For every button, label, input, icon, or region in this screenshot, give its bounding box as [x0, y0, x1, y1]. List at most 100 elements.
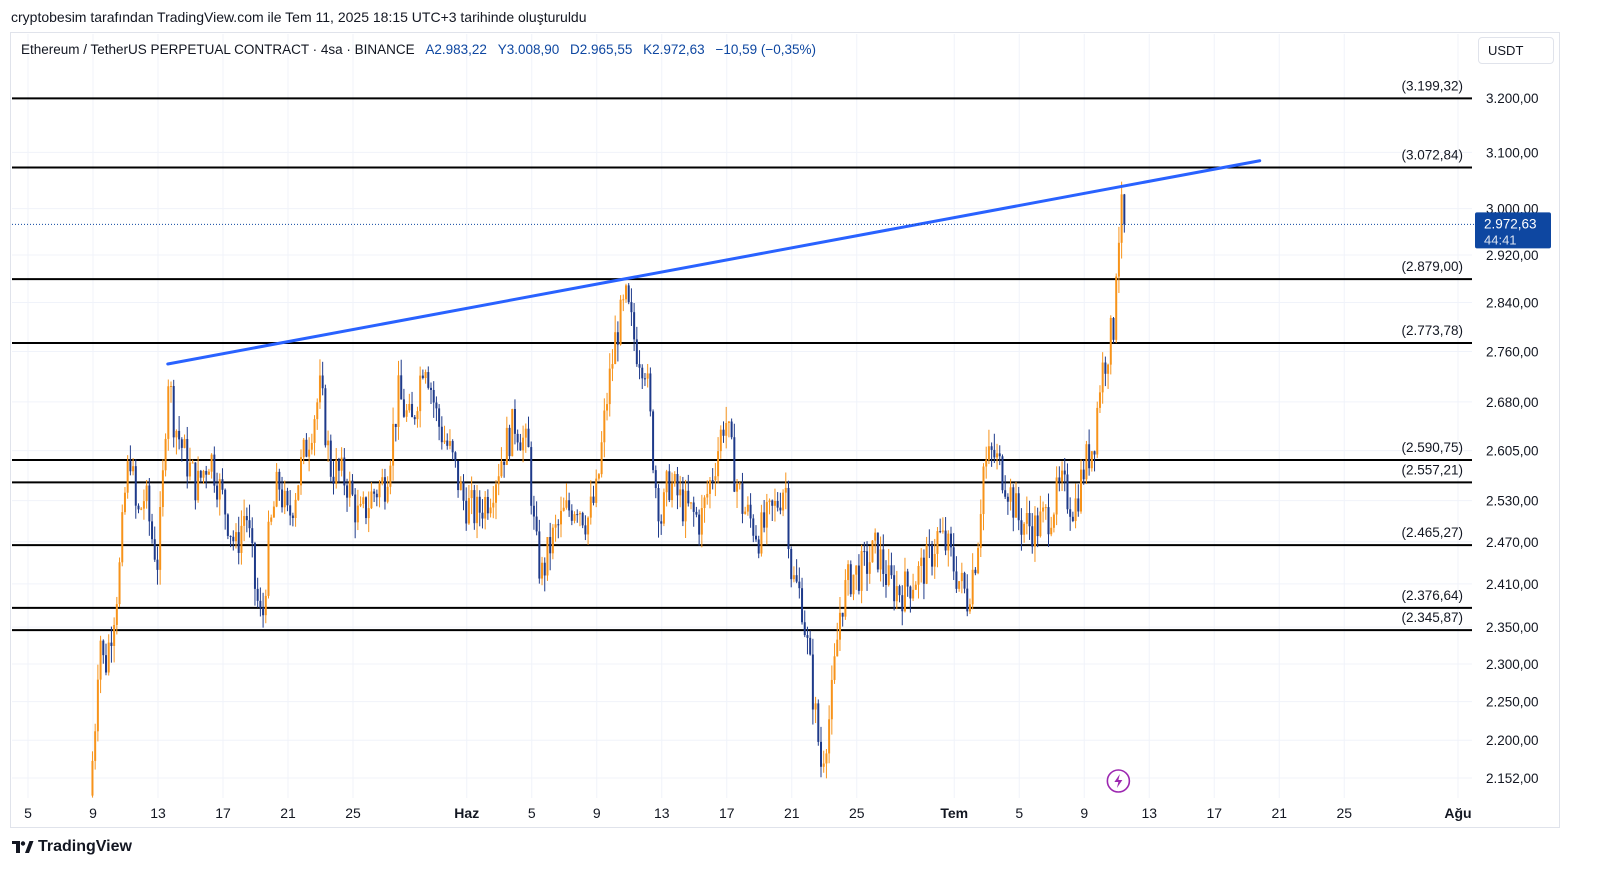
- grid-lines: [12, 34, 1472, 798]
- candle-down: [1077, 498, 1080, 512]
- candle-down: [627, 285, 630, 303]
- candle-up: [719, 429, 722, 452]
- candle-up: [825, 753, 828, 764]
- candle-up: [589, 496, 592, 518]
- candle-up: [443, 440, 446, 443]
- candle-down: [321, 375, 324, 389]
- candle-down: [752, 518, 755, 536]
- candle-up: [717, 451, 720, 477]
- candle-up: [386, 486, 389, 502]
- candle-down: [952, 547, 955, 572]
- candle-down: [194, 462, 197, 501]
- candle-down: [1066, 474, 1069, 510]
- candle-up: [1107, 364, 1110, 374]
- candle-down: [809, 637, 812, 655]
- candle-down: [1104, 362, 1107, 374]
- current-price-label: 2.972,63: [1484, 216, 1537, 231]
- candle-up: [895, 586, 898, 602]
- candle-up: [860, 551, 863, 591]
- candle-up: [917, 565, 920, 585]
- candle-down: [557, 524, 560, 526]
- candle-down: [1006, 496, 1009, 502]
- candle-down: [1036, 515, 1039, 537]
- candle-up: [958, 581, 961, 589]
- candle-down: [803, 622, 806, 636]
- candle-up: [679, 489, 682, 496]
- candle-up: [792, 575, 795, 580]
- x-tick-label: Ağu: [1444, 805, 1471, 821]
- price-chart[interactable]: (3.199,32) (3.072,84) (2.879,00) (2.773,78)…: [0, 0, 1560, 830]
- x-tick-label: 9: [1080, 805, 1088, 821]
- candle-down: [779, 507, 782, 511]
- footer-brand[interactable]: TradingView: [12, 838, 132, 856]
- candle-up: [546, 537, 549, 576]
- candle-up: [524, 428, 527, 438]
- candle-up: [272, 506, 275, 518]
- symbol-title[interactable]: Ethereum / TetherUS PERPETUAL CONTRACT ·…: [21, 42, 415, 57]
- candle-up: [941, 530, 944, 532]
- trendline[interactable]: [166, 159, 1262, 366]
- candle-up: [126, 461, 129, 493]
- candle-down: [402, 399, 405, 417]
- candle-up: [879, 549, 882, 570]
- currency-button[interactable]: USDT: [1478, 37, 1554, 64]
- candle-up: [1025, 513, 1028, 524]
- trendline-layer[interactable]: [166, 159, 1262, 366]
- candle-up: [123, 492, 126, 513]
- candle-down: [156, 559, 159, 570]
- candles: [91, 181, 1126, 798]
- candle-up: [760, 512, 763, 554]
- candle-down: [798, 581, 801, 589]
- candle-down: [427, 372, 430, 388]
- candle-up: [746, 504, 749, 512]
- candle-down: [411, 403, 414, 418]
- candle-down: [730, 421, 733, 438]
- candle-down: [543, 562, 546, 576]
- candle-up: [784, 487, 787, 493]
- flash-icon[interactable]: [1106, 769, 1131, 793]
- candle-down: [1020, 520, 1023, 535]
- candle-up: [424, 372, 427, 379]
- level-label: (2.590,75): [1401, 440, 1463, 455]
- candle-up: [968, 604, 971, 612]
- candle-down: [413, 417, 416, 420]
- candle-down: [922, 557, 925, 584]
- candle-up: [977, 547, 980, 574]
- candle-down: [882, 549, 885, 574]
- candle-down: [801, 588, 804, 623]
- candle-up: [500, 461, 503, 477]
- candle-down: [105, 655, 107, 673]
- candle-up: [142, 501, 145, 509]
- candle-down: [527, 428, 530, 448]
- event-markers[interactable]: [1106, 769, 1131, 793]
- candle-up: [773, 500, 776, 506]
- candle-up: [852, 574, 855, 595]
- candle-down: [180, 439, 183, 448]
- candle-up: [551, 527, 554, 554]
- candle-up: [94, 731, 97, 761]
- candle-down: [711, 480, 714, 482]
- y-tick-label: 2.605,00: [1486, 444, 1539, 459]
- candle-down: [963, 572, 966, 589]
- candle-down: [876, 532, 879, 570]
- candle-down: [641, 367, 644, 379]
- candle-down: [584, 525, 587, 535]
- candle-down: [652, 411, 655, 471]
- candle-down: [516, 433, 519, 443]
- candle-up: [1042, 507, 1045, 512]
- candle-down: [1069, 509, 1072, 517]
- candle-up: [210, 454, 213, 472]
- candle-down: [757, 539, 760, 554]
- candle-down: [473, 490, 476, 524]
- y-tick-label: 2.840,00: [1486, 296, 1539, 311]
- candle-down: [681, 489, 684, 522]
- candle-up: [484, 496, 487, 519]
- chart-creation-note: cryptobesim tarafından TradingView.com i…: [11, 9, 587, 25]
- candle-down: [755, 535, 757, 540]
- symbol-info[interactable]: Ethereum / TetherUS PERPETUAL CONTRACT ·…: [21, 42, 816, 57]
- candle-down: [153, 539, 156, 560]
- candle-up: [170, 386, 172, 388]
- candle-up: [665, 471, 668, 493]
- candle-up: [606, 404, 609, 411]
- candle-down: [1088, 444, 1091, 469]
